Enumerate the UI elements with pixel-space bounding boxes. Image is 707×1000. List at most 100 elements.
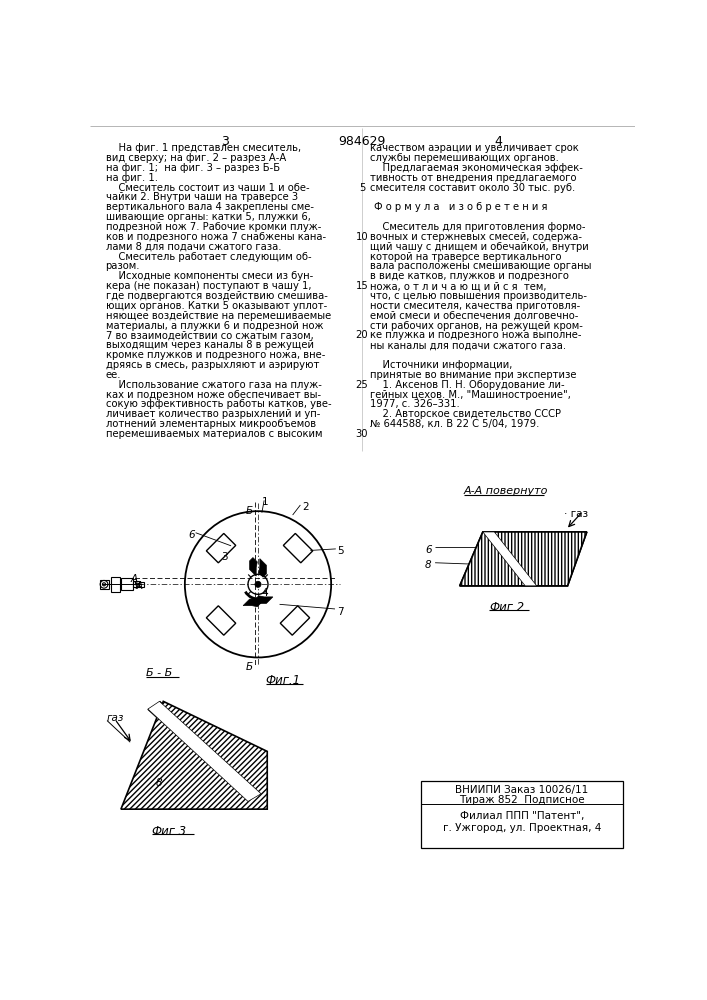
Text: Использование сжатого газа на плуж-: Использование сжатого газа на плуж- — [105, 380, 322, 390]
Text: на фиг. 1;  на фиг. 3 – разрез Б-Б: на фиг. 1; на фиг. 3 – разрез Б-Б — [105, 163, 280, 173]
Text: ножа, о т л и ч а ю щ и й с я  тем,: ножа, о т л и ч а ю щ и й с я тем, — [370, 281, 546, 291]
Text: 3: 3 — [221, 135, 229, 148]
Text: Смеситель для приготовления формо-: Смеситель для приготовления формо- — [370, 222, 585, 232]
Text: г. Ужгород, ул. Проектная, 4: г. Ужгород, ул. Проектная, 4 — [443, 823, 601, 833]
Text: На фиг. 1 представлен смеситель,: На фиг. 1 представлен смеситель, — [105, 143, 300, 153]
Text: лами 8 для подачи сжатого газа.: лами 8 для подачи сжатого газа. — [105, 242, 281, 252]
Text: щий чашу с днищем и обечайкой, внутри: щий чашу с днищем и обечайкой, внутри — [370, 242, 588, 252]
Text: ности смесителя, качества приготовля-: ности смесителя, качества приготовля- — [370, 301, 580, 311]
Text: ках и подрезном ноже обеспечивает вы-: ках и подрезном ноже обеспечивает вы- — [105, 389, 321, 399]
Text: личивает количество разрыхлений и уп-: личивает количество разрыхлений и уп- — [105, 409, 320, 419]
Text: А: А — [136, 581, 143, 591]
Text: Б: Б — [246, 506, 253, 516]
Text: в виде катков, плужков и подрезного: в виде катков, плужков и подрезного — [370, 271, 568, 281]
Polygon shape — [148, 701, 261, 801]
Text: А-А повернуто: А-А повернуто — [464, 486, 548, 496]
Text: подрезной нож 7. Рабочие кромки плуж-: подрезной нож 7. Рабочие кромки плуж- — [105, 222, 321, 232]
Bar — [139, 582, 144, 587]
Text: вертикального вала 4 закреплены сме-: вертикального вала 4 закреплены сме- — [105, 202, 313, 212]
Text: кромке плужков и подрезного ножа, вне-: кромке плужков и подрезного ножа, вне- — [105, 350, 325, 360]
Text: 984629: 984629 — [338, 135, 385, 148]
Text: смесителя составит около 30 тыс. руб.: смесителя составит около 30 тыс. руб. — [370, 183, 575, 193]
Text: перемешиваемых материалов с высоким: перемешиваемых материалов с высоким — [105, 429, 322, 439]
Bar — [121, 578, 133, 590]
Text: Б: Б — [246, 662, 253, 672]
Text: гейных цехов. М., "Машиностроение",: гейных цехов. М., "Машиностроение", — [370, 389, 571, 399]
Text: ке плужка и подрезного ножа выполне-: ке плужка и подрезного ножа выполне- — [370, 330, 581, 340]
Text: выходящим через каналы 8 в режущей: выходящим через каналы 8 в режущей — [105, 340, 313, 350]
Circle shape — [255, 581, 261, 587]
Text: на фиг. 1.: на фиг. 1. — [105, 173, 158, 183]
Text: Фиг.3: Фиг.3 — [152, 825, 187, 838]
Polygon shape — [460, 532, 587, 586]
Text: ее.: ее. — [105, 370, 121, 380]
Text: 1. Аксенов П. Н. Оборудование ли-: 1. Аксенов П. Н. Оборудование ли- — [370, 380, 564, 390]
Text: чайки 2. Внутри чаши на траверсе 3: чайки 2. Внутри чаши на траверсе 3 — [105, 192, 298, 202]
Polygon shape — [483, 532, 537, 586]
Text: сти рабочих органов, на режущей кром-: сти рабочих органов, на режущей кром- — [370, 321, 583, 331]
Text: сокую эффективность работы катков, уве-: сокую эффективность работы катков, уве- — [105, 399, 331, 409]
Text: Исходные компоненты смеси из бун-: Исходные компоненты смеси из бун- — [105, 271, 312, 281]
Text: газ: газ — [107, 713, 124, 723]
Text: 5: 5 — [358, 183, 365, 193]
Text: 2. Авторское свидетельство СССР: 2. Авторское свидетельство СССР — [370, 409, 561, 419]
Text: шивающие органы: катки 5, плужки 6,: шивающие органы: катки 5, плужки 6, — [105, 212, 310, 222]
Text: вала расположены смешивающие органы: вала расположены смешивающие органы — [370, 261, 591, 271]
Text: ны каналы для подачи сжатого газа.: ны каналы для подачи сжатого газа. — [370, 340, 566, 350]
Text: Смеситель работает следующим об-: Смеситель работает следующим об- — [105, 252, 311, 262]
Text: 8: 8 — [156, 778, 162, 788]
Text: 30: 30 — [356, 429, 368, 439]
Text: Смеситель состоит из чаши 1 и обе-: Смеситель состоит из чаши 1 и обе- — [105, 183, 309, 193]
Text: вид сверху; на фиг. 2 – разрез А-А: вид сверху; на фиг. 2 – разрез А-А — [105, 153, 286, 163]
Text: Ф о р м у л а   и з о б р е т е н и я: Ф о р м у л а и з о б р е т е н и я — [373, 202, 547, 212]
Text: Фиг.1: Фиг.1 — [266, 674, 300, 687]
Text: вочных и стержневых смесей, содержа-: вочных и стержневых смесей, содержа- — [370, 232, 582, 242]
Text: качеством аэрации и увеличивает срок: качеством аэрации и увеличивает срок — [370, 143, 578, 153]
Text: 6: 6 — [189, 530, 195, 540]
Text: 2: 2 — [303, 502, 309, 512]
Text: 4: 4 — [262, 588, 269, 598]
Polygon shape — [121, 701, 267, 809]
Text: няющее воздействие на перемешиваемые: няющее воздействие на перемешиваемые — [105, 311, 331, 321]
Text: ВНИИПИ Заказ 10026/11: ВНИИПИ Заказ 10026/11 — [455, 785, 589, 795]
Text: службы перемешивающих органов.: службы перемешивающих органов. — [370, 153, 559, 163]
Bar — [421, 781, 623, 848]
Text: 5: 5 — [337, 546, 344, 556]
Text: 1977, с. 326–331.: 1977, с. 326–331. — [370, 399, 460, 409]
Text: где подвергаются воздействию смешива-: где подвергаются воздействию смешива- — [105, 291, 327, 301]
Text: Предлагаемая экономическая эффек-: Предлагаемая экономическая эффек- — [370, 163, 583, 173]
Polygon shape — [255, 596, 273, 603]
Polygon shape — [460, 532, 587, 586]
Text: которой на траверсе вертикального: которой на траверсе вертикального — [370, 252, 561, 262]
Text: 15: 15 — [356, 281, 368, 291]
Text: 6: 6 — [425, 545, 432, 555]
Text: 8: 8 — [425, 560, 432, 570]
Text: 1: 1 — [262, 497, 269, 507]
Text: Источники информации,: Источники информации, — [370, 360, 512, 370]
Polygon shape — [259, 559, 267, 577]
Text: Б - Б: Б - Б — [146, 668, 172, 678]
Text: 4: 4 — [494, 135, 502, 148]
Polygon shape — [250, 558, 257, 576]
Text: разом.: разом. — [105, 261, 140, 271]
Text: емой смеси и обеспечения долговечно-: емой смеси и обеспечения долговечно- — [370, 311, 578, 321]
Text: 25: 25 — [356, 380, 368, 390]
Text: № 644588, кл. В 22 С 5/04, 1979.: № 644588, кл. В 22 С 5/04, 1979. — [370, 419, 539, 429]
Bar — [133, 581, 139, 587]
Text: материалы, а плужки 6 и подрезной нож: материалы, а плужки 6 и подрезной нож — [105, 321, 323, 331]
Text: что, с целью повышения производитель-: что, с целью повышения производитель- — [370, 291, 587, 301]
Text: 20: 20 — [356, 330, 368, 340]
Text: 7: 7 — [337, 607, 344, 617]
Text: Филиал ППП "Патент",: Филиал ППП "Патент", — [460, 811, 584, 821]
Text: 3: 3 — [221, 552, 228, 562]
Text: дряясь в смесь, разрыхляют и аэрируют: дряясь в смесь, разрыхляют и аэрируют — [105, 360, 319, 370]
Text: ков и подрезного ножа 7 снабжены кана-: ков и подрезного ножа 7 снабжены кана- — [105, 232, 326, 242]
Text: Тираж 852  Подписное: Тираж 852 Подписное — [460, 795, 585, 805]
Text: 10: 10 — [356, 232, 368, 242]
Text: А: А — [131, 574, 138, 584]
Text: лотнений элементарных микрообъемов: лотнений элементарных микрообъемов — [105, 419, 315, 429]
Text: принятые во внимание при экспертизе: принятые во внимание при экспертизе — [370, 370, 576, 380]
Text: кера (не показан) поступают в чашу 1,: кера (не показан) поступают в чашу 1, — [105, 281, 311, 291]
Text: · газ: · газ — [563, 509, 588, 519]
Polygon shape — [243, 599, 262, 607]
